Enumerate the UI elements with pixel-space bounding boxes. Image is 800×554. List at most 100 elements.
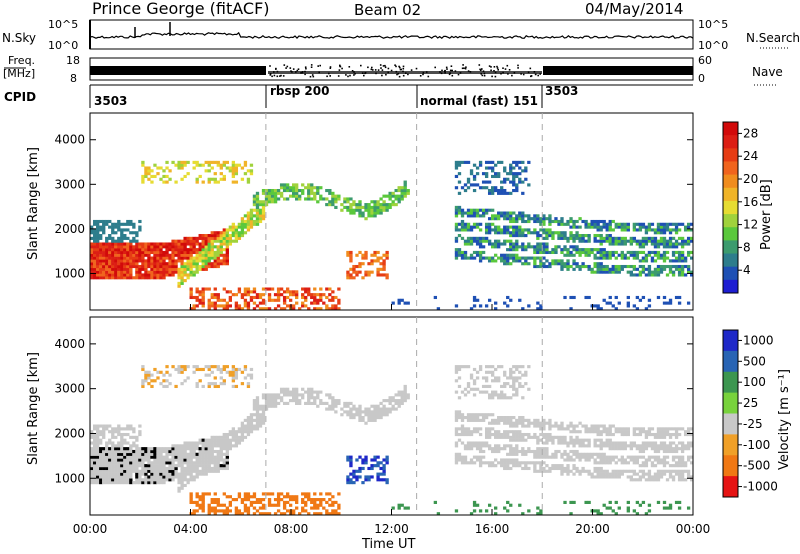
velocity-cell bbox=[506, 435, 510, 439]
velocity-cell bbox=[491, 421, 495, 425]
power-cell bbox=[346, 270, 350, 274]
power-cell bbox=[298, 197, 302, 201]
power-cell bbox=[650, 273, 655, 277]
power-cell bbox=[632, 239, 637, 243]
colorbar-swatch bbox=[723, 200, 738, 215]
velocity-cell bbox=[219, 370, 223, 374]
velocity-cell bbox=[494, 390, 498, 394]
power-cell bbox=[105, 222, 109, 226]
power-cell bbox=[503, 188, 507, 193]
power-cell bbox=[156, 256, 160, 260]
power-cell bbox=[328, 188, 332, 193]
velocity-cell bbox=[478, 444, 483, 448]
power-cell bbox=[599, 236, 603, 240]
velocity-cell bbox=[108, 424, 112, 428]
velocity-cell bbox=[186, 441, 190, 445]
power-cell bbox=[231, 293, 236, 297]
velocity-cell bbox=[614, 469, 618, 473]
velocity-cell bbox=[463, 387, 468, 391]
velocity-cell bbox=[219, 449, 223, 454]
velocity-cell bbox=[659, 427, 664, 431]
power-cell bbox=[201, 259, 205, 263]
power-cell bbox=[186, 172, 190, 176]
power-cell bbox=[264, 188, 269, 193]
velocity-cell bbox=[213, 512, 217, 516]
velocity-cell bbox=[255, 410, 260, 414]
power-cell bbox=[219, 234, 223, 238]
power-cell bbox=[557, 236, 561, 240]
velocity-cell bbox=[533, 455, 537, 459]
velocity-cell bbox=[484, 441, 489, 445]
velocity-cell bbox=[282, 393, 287, 397]
velocity-cell bbox=[186, 365, 190, 369]
velocity-cell bbox=[177, 458, 181, 462]
velocity-cell bbox=[237, 435, 242, 439]
velocity-cell bbox=[168, 461, 172, 465]
velocity-cell bbox=[650, 427, 655, 431]
velocity-cell bbox=[231, 430, 236, 434]
velocity-cell bbox=[276, 492, 281, 496]
velocity-cell bbox=[400, 399, 404, 403]
velocity-cell bbox=[150, 452, 154, 456]
power-cell bbox=[376, 273, 380, 277]
power-cell bbox=[403, 186, 407, 190]
power-cell bbox=[252, 290, 257, 294]
velocity-cell bbox=[171, 478, 175, 482]
velocity-cell bbox=[325, 407, 329, 411]
power-cell bbox=[183, 253, 187, 257]
velocity-cell bbox=[186, 447, 190, 451]
power-cell bbox=[497, 174, 501, 179]
power-cell bbox=[400, 191, 404, 195]
power-cell bbox=[231, 166, 236, 170]
power-cell bbox=[385, 203, 389, 207]
velocity-cell bbox=[310, 498, 314, 502]
velocity-cell bbox=[478, 461, 483, 465]
velocity-cell bbox=[165, 475, 169, 479]
power-cell bbox=[102, 219, 106, 224]
power-cell bbox=[641, 245, 646, 249]
velocity-cell bbox=[153, 458, 157, 462]
velocity-cell bbox=[219, 441, 223, 445]
velocity-cell bbox=[93, 424, 97, 428]
power-cell bbox=[126, 236, 130, 240]
velocity-cell bbox=[304, 503, 308, 507]
velocity-cell bbox=[219, 382, 223, 386]
velocity-cell bbox=[159, 478, 163, 482]
power-cell bbox=[680, 236, 685, 240]
velocity-cell bbox=[225, 512, 229, 516]
power-cell bbox=[279, 191, 284, 195]
velocity-cell bbox=[545, 438, 549, 442]
velocity-cell bbox=[168, 452, 172, 456]
power-cell bbox=[126, 250, 130, 255]
velocity-cell bbox=[587, 458, 591, 462]
power-cell bbox=[267, 298, 272, 302]
colorbar-tick-label: 20 bbox=[743, 172, 758, 186]
velocity-cell bbox=[165, 447, 169, 451]
velocity-cell bbox=[346, 404, 350, 408]
power-cell bbox=[240, 219, 245, 224]
power-cell bbox=[117, 225, 121, 229]
velocity-cell bbox=[524, 382, 528, 386]
velocity-cell bbox=[201, 449, 205, 454]
power-cell bbox=[237, 222, 242, 226]
nave-dot bbox=[427, 75, 430, 78]
power-cell bbox=[168, 245, 172, 249]
velocity-cell bbox=[126, 472, 130, 476]
velocity-cell bbox=[494, 376, 498, 380]
velocity-cell bbox=[346, 413, 350, 417]
power-cell bbox=[491, 188, 495, 193]
velocity-cell bbox=[367, 478, 371, 482]
nave-dot bbox=[400, 68, 402, 71]
velocity-cell bbox=[352, 469, 356, 473]
power-cell bbox=[397, 200, 401, 204]
power-cell bbox=[509, 242, 513, 246]
velocity-cell bbox=[192, 469, 196, 473]
power-cell bbox=[171, 253, 175, 257]
power-cell bbox=[457, 250, 462, 255]
power-cell bbox=[153, 273, 157, 277]
power-cell bbox=[593, 236, 597, 240]
velocity-cell bbox=[331, 401, 335, 405]
power-cell bbox=[352, 267, 356, 271]
velocity-cell bbox=[611, 441, 615, 445]
velocity-cell bbox=[150, 447, 154, 451]
